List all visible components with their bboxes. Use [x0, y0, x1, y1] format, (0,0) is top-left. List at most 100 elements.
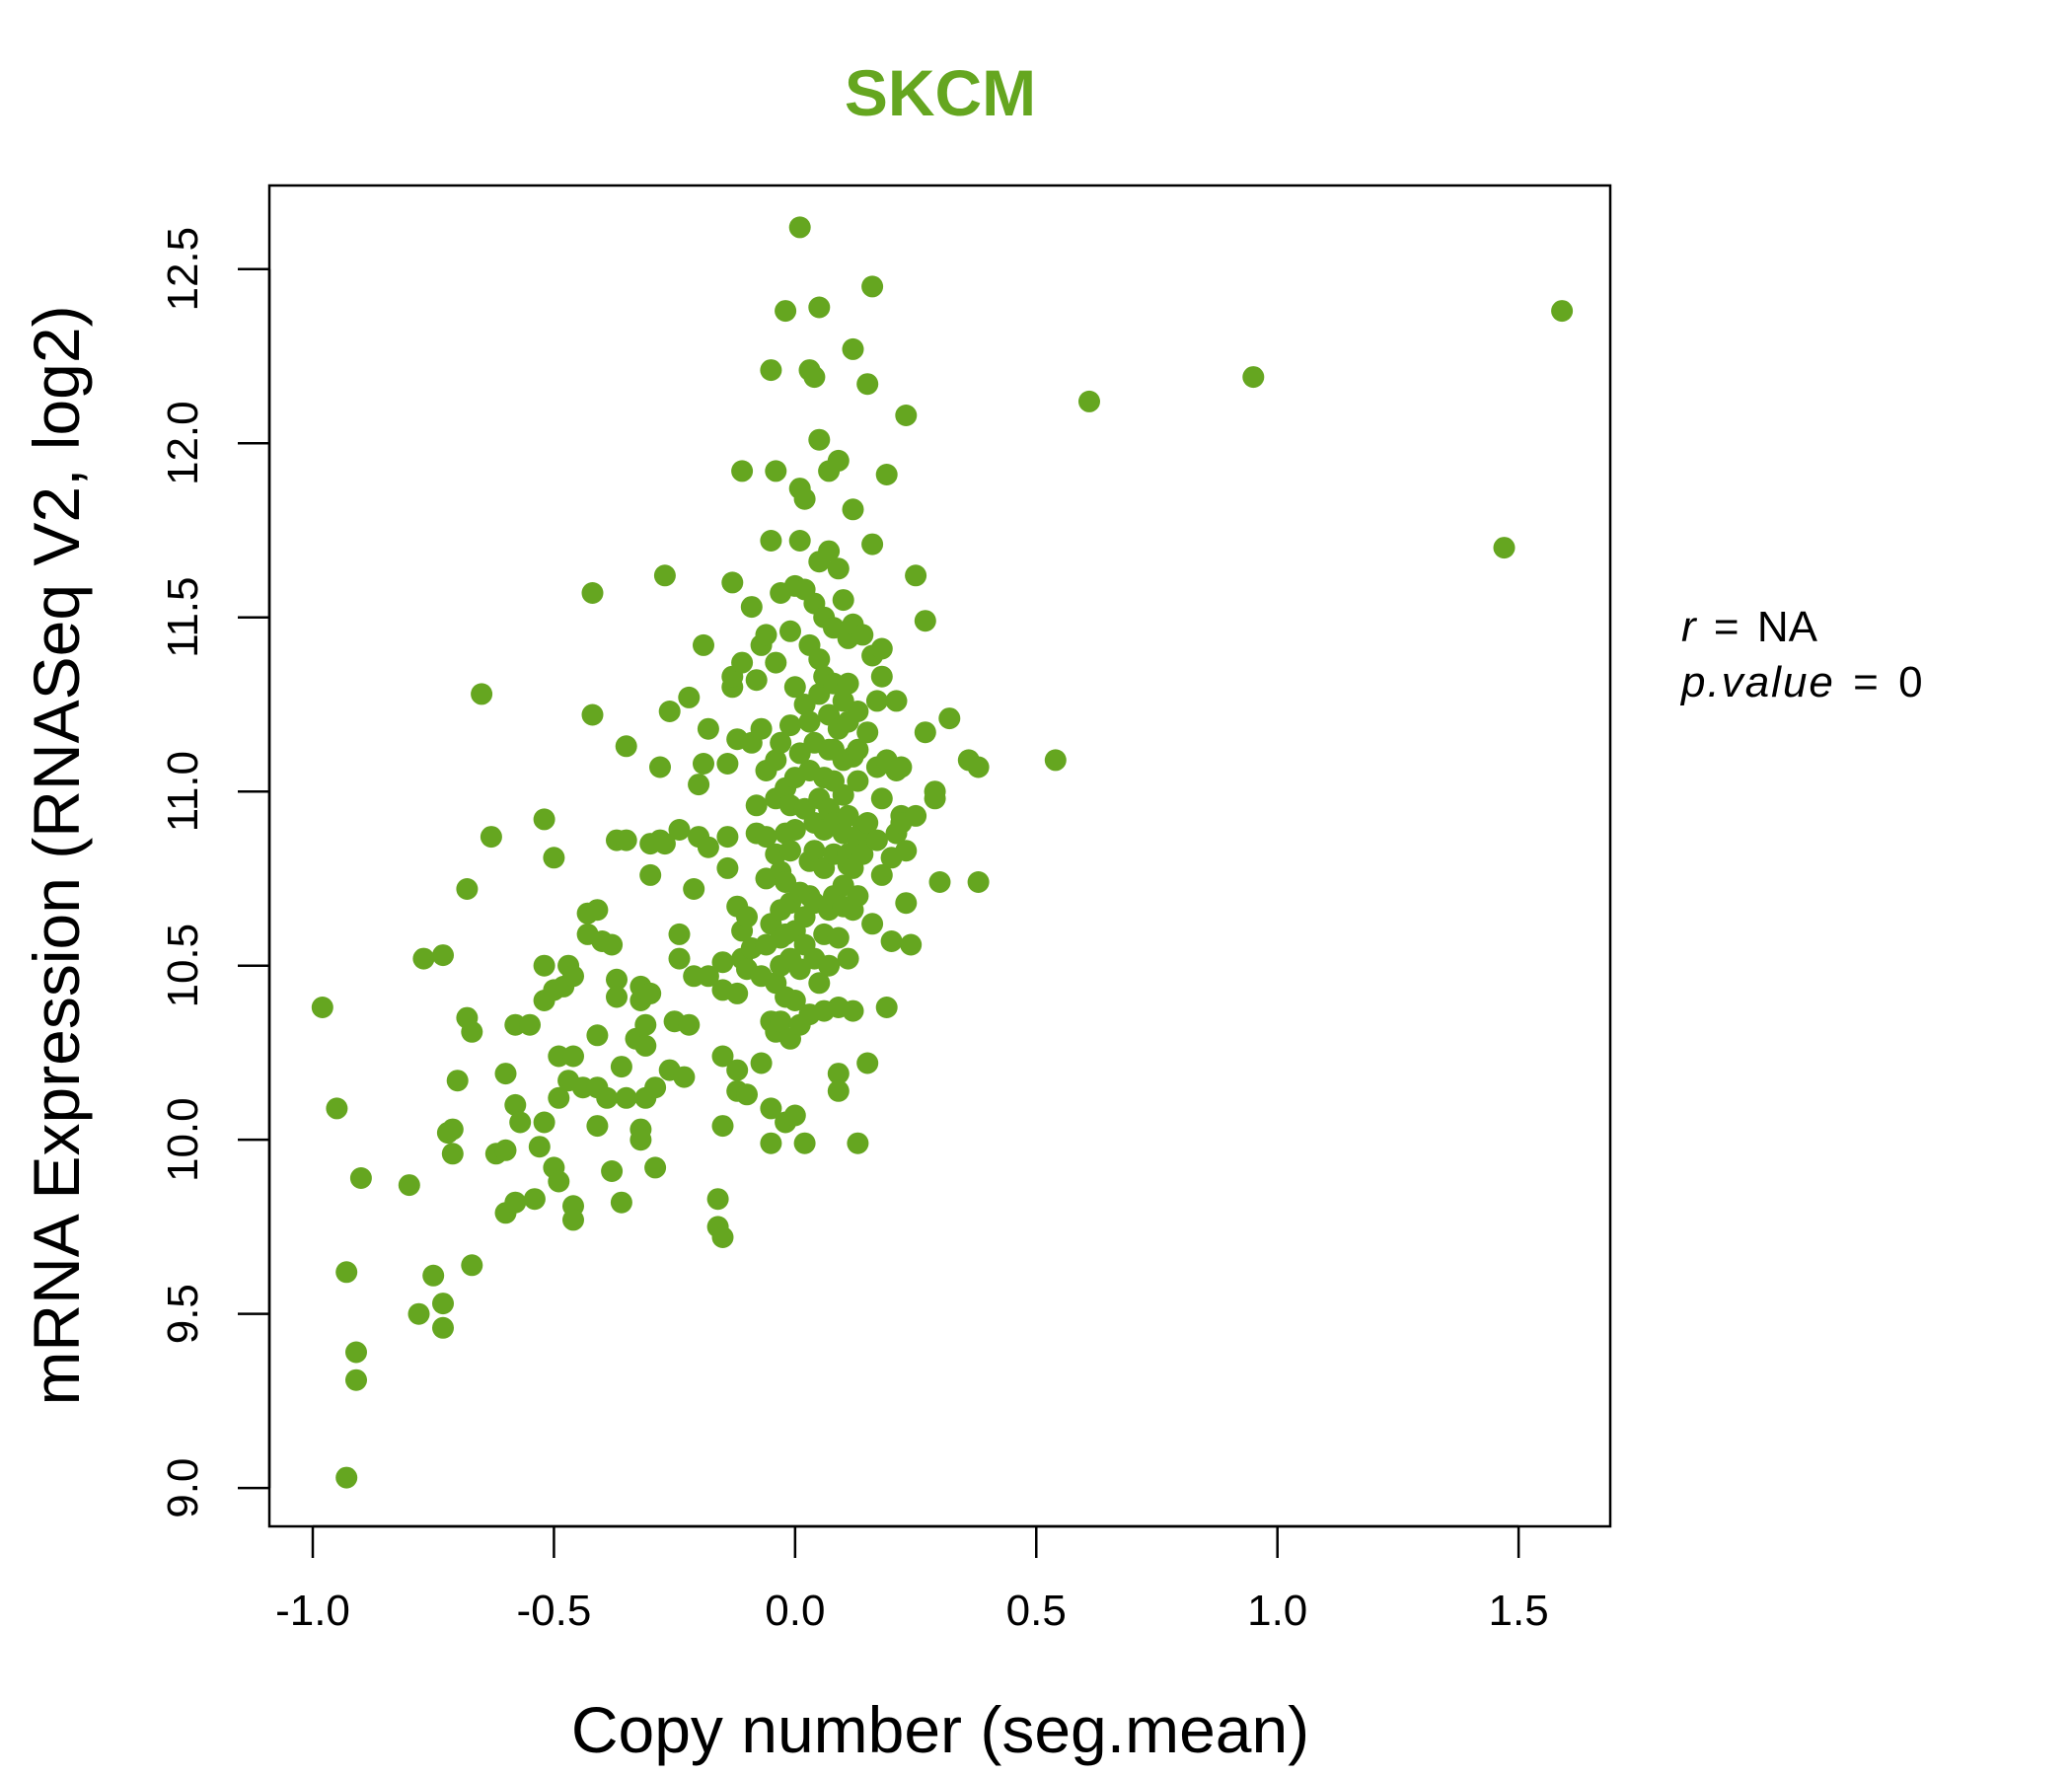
data-point: [446, 1070, 469, 1092]
y-tick-label: 12.0: [159, 401, 207, 485]
data-point: [832, 589, 854, 612]
data-point: [851, 624, 874, 646]
data-point: [938, 707, 961, 730]
plot-frame: [267, 184, 1612, 1528]
data-point: [808, 972, 831, 995]
data-point: [562, 1209, 584, 1231]
data-point: [783, 819, 806, 841]
data-point: [793, 487, 816, 510]
data-point: [856, 812, 879, 834]
data-point: [861, 275, 884, 298]
data-point: [412, 947, 435, 970]
data-point: [875, 997, 898, 1018]
data-point: [736, 906, 758, 928]
data-point: [581, 703, 604, 726]
data-point: [688, 774, 710, 796]
data-point: [731, 651, 754, 674]
data-point: [755, 826, 777, 849]
y-tick-label: 10.5: [159, 924, 207, 1008]
data-point: [827, 557, 850, 580]
data-point: [856, 721, 879, 744]
data-point: [870, 637, 893, 660]
r-value: NA: [1757, 603, 1818, 651]
data-point: [432, 1316, 454, 1339]
data-point: [779, 714, 801, 737]
data-point: [634, 1013, 657, 1036]
x-axis-label: Copy number (seg.mean): [571, 1693, 1309, 1766]
data-point: [837, 947, 859, 970]
data-point: [716, 753, 739, 775]
data-point: [1551, 300, 1574, 323]
data-point: [847, 1132, 869, 1154]
data-point: [803, 366, 826, 389]
p-value: 0: [1898, 658, 1924, 706]
data-point: [827, 449, 850, 472]
data-point: [745, 794, 768, 817]
data-point: [629, 1129, 652, 1151]
data-point: [711, 1226, 734, 1248]
data-point: [870, 665, 893, 688]
data-point: [432, 944, 454, 967]
data-point: [658, 701, 681, 722]
data-point: [760, 359, 782, 382]
data-point: [581, 582, 604, 604]
data-point: [461, 1254, 483, 1277]
data-point: [683, 878, 705, 900]
data-point: [509, 1111, 532, 1134]
data-point: [326, 1097, 348, 1120]
y-tick-label: 9.0: [159, 1458, 207, 1518]
data-point: [783, 990, 806, 1011]
data-point: [837, 672, 859, 695]
data-point: [779, 840, 801, 862]
data-point: [967, 871, 990, 893]
y-tick-label: 11.0: [159, 751, 207, 832]
data-point: [1044, 749, 1067, 772]
data-point: [668, 819, 691, 841]
data-point: [711, 951, 734, 974]
data-point: [900, 933, 923, 956]
data-point: [615, 1086, 637, 1109]
data-point: [706, 1188, 729, 1211]
data-point: [653, 833, 676, 855]
data-point: [750, 1052, 773, 1074]
data-point: [649, 756, 671, 778]
data-point: [905, 804, 927, 827]
data-point: [726, 1059, 749, 1081]
data-point: [856, 373, 879, 396]
data-point: [779, 620, 801, 642]
data-point: [543, 847, 565, 869]
data-point: [914, 610, 936, 632]
data-point: [721, 571, 744, 594]
data-point: [441, 1143, 464, 1165]
data-point: [1242, 366, 1265, 389]
data-point: [335, 1466, 358, 1489]
data-point: [345, 1341, 367, 1364]
data-point: [895, 892, 918, 915]
data-point: [783, 1104, 806, 1127]
data-point: [562, 1045, 584, 1068]
data-point: [818, 954, 841, 977]
data-point: [533, 808, 555, 831]
points-layer: [311, 216, 1574, 1489]
data-point: [760, 530, 782, 552]
data-point: [760, 1132, 782, 1154]
y-axis: 9.0 9.5 10.0 10.5 11.0 11.5 12.0 12.5: [159, 227, 271, 1518]
data-point: [471, 683, 493, 705]
x-axis: -1.0 -0.5 0.0 0.5 1.0 1.5: [275, 1524, 1549, 1635]
data-point: [1078, 390, 1100, 412]
data-point: [504, 1191, 527, 1214]
data-point: [895, 840, 918, 862]
data-point: [755, 624, 777, 646]
data-point: [808, 296, 831, 319]
data-point: [673, 1066, 696, 1088]
data-point: [803, 840, 826, 862]
data-point: [890, 756, 913, 778]
data-point: [407, 1302, 430, 1325]
data-point: [832, 783, 854, 806]
data-point: [750, 717, 773, 740]
data-point: [827, 926, 850, 949]
data-point: [837, 804, 859, 827]
data-point: [740, 596, 763, 619]
data-point: [639, 982, 662, 1004]
